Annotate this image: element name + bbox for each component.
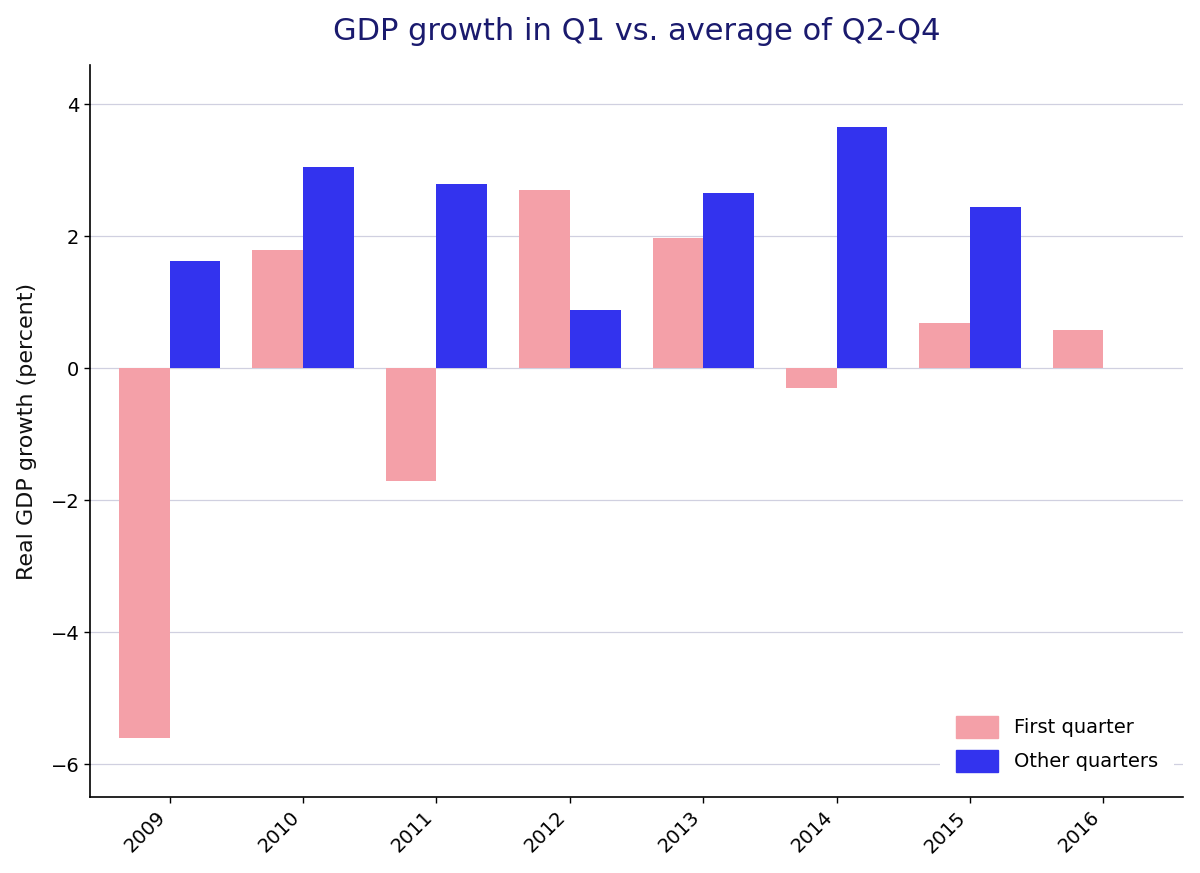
- Bar: [919, 324, 970, 368]
- Bar: [703, 194, 754, 368]
- Bar: [570, 310, 620, 368]
- Y-axis label: Real GDP growth (percent): Real GDP growth (percent): [17, 283, 37, 580]
- Bar: [520, 190, 570, 368]
- Bar: [970, 207, 1021, 368]
- Bar: [385, 368, 437, 481]
- Legend: First quarter, Other quarters: First quarter, Other quarters: [940, 700, 1174, 787]
- Bar: [786, 368, 836, 388]
- Bar: [653, 238, 703, 368]
- Bar: [836, 127, 887, 368]
- Bar: [437, 183, 487, 368]
- Bar: [252, 250, 304, 368]
- Title: GDP growth in Q1 vs. average of Q2-Q4: GDP growth in Q1 vs. average of Q2-Q4: [332, 17, 941, 45]
- Bar: [169, 261, 221, 368]
- Bar: [304, 167, 354, 368]
- Bar: [119, 368, 169, 738]
- Bar: [1052, 330, 1103, 368]
